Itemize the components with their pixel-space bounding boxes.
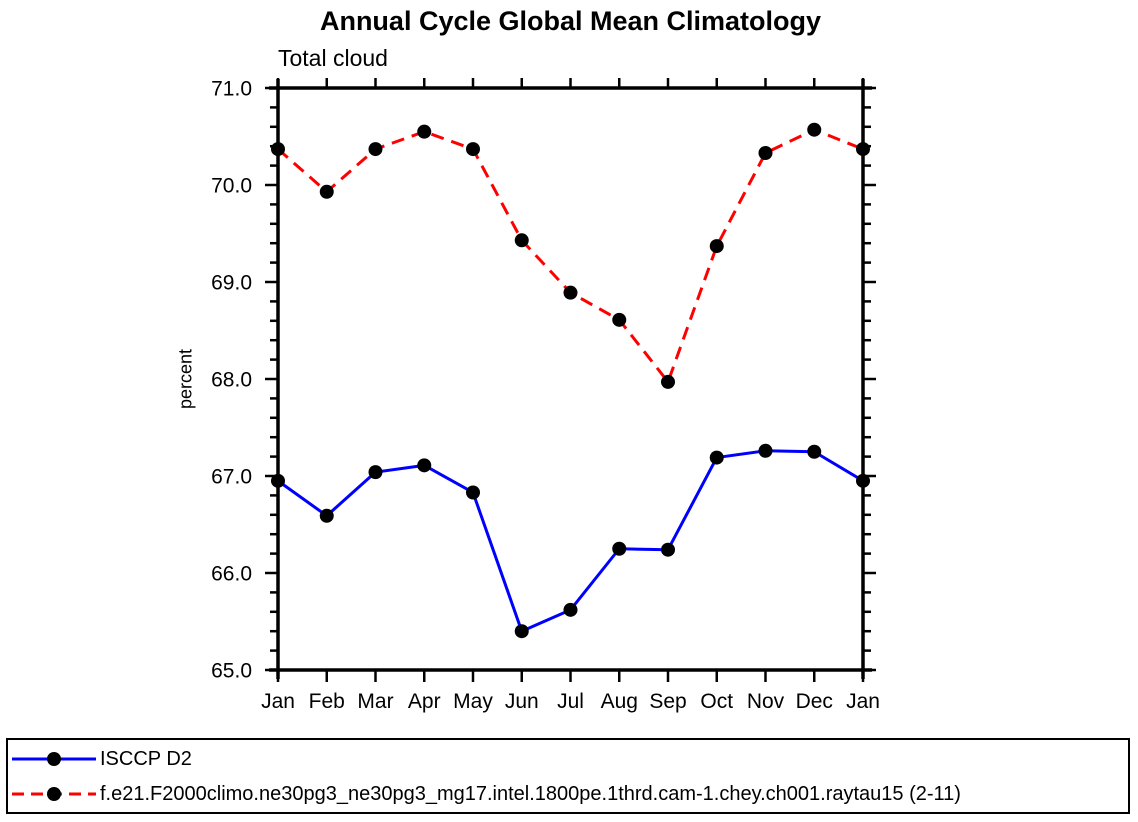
data-point-0-Sep bbox=[661, 542, 675, 557]
legend-line-sample-1 bbox=[12, 786, 96, 801]
data-point-0-Feb bbox=[319, 508, 334, 523]
data-point-0-Aug bbox=[612, 541, 627, 556]
data-point-1-Jan bbox=[271, 142, 285, 157]
data-point-0-Dec bbox=[807, 444, 822, 459]
x-tick-label: Nov bbox=[747, 690, 785, 713]
x-tick-label: Mar bbox=[357, 690, 393, 713]
legend-line-sample-0 bbox=[12, 751, 96, 766]
legend-entry-model: f.e21.F2000climo.ne30pg3_ne30pg3_mg17.in… bbox=[8, 777, 1128, 810]
data-point-0-Jan bbox=[271, 473, 285, 488]
data-point-0-Apr bbox=[417, 458, 432, 473]
x-tick-label: Feb bbox=[309, 690, 345, 713]
legend-marker-icon bbox=[47, 786, 61, 801]
data-point-1-Jan bbox=[856, 142, 870, 157]
y-tick-label: 67.0 bbox=[211, 466, 252, 489]
data-point-0-Jul bbox=[563, 602, 578, 617]
y-tick-label: 71.0 bbox=[211, 78, 252, 101]
x-tick-label: Jul bbox=[557, 690, 584, 713]
y-tick-label: 70.0 bbox=[211, 175, 252, 198]
x-tick-label: Jun bbox=[505, 690, 539, 713]
legend-entry-isccp: ISCCP D2 bbox=[8, 742, 1128, 775]
data-point-1-Jun bbox=[514, 233, 529, 248]
data-point-0-Jun bbox=[514, 624, 529, 639]
y-tick-label: 68.0 bbox=[211, 369, 252, 392]
x-tick-label: Oct bbox=[700, 690, 733, 713]
legend: ISCCP D2 f.e21.F2000climo.ne30pg3_ne30pg… bbox=[6, 738, 1130, 814]
data-point-0-Oct bbox=[709, 450, 724, 465]
y-tick-label: 66.0 bbox=[211, 563, 252, 586]
x-tick-label: Aug bbox=[601, 690, 638, 713]
data-point-1-Apr bbox=[417, 124, 432, 139]
data-point-0-May bbox=[466, 485, 480, 500]
data-point-1-Aug bbox=[612, 312, 627, 327]
y-tick-label: 65.0 bbox=[211, 660, 252, 683]
data-point-1-Sep bbox=[661, 374, 675, 389]
data-point-1-Nov bbox=[758, 145, 773, 160]
chart-title: Annual Cycle Global Mean Climatology bbox=[319, 6, 822, 36]
x-tick-label: Apr bbox=[408, 690, 441, 713]
y-tick-label: 69.0 bbox=[211, 272, 252, 295]
legend-marker-icon bbox=[47, 751, 61, 766]
x-tick-label: Sep bbox=[649, 690, 686, 713]
data-point-0-Mar bbox=[368, 465, 383, 480]
chart-subtitle: Total cloud bbox=[278, 45, 388, 71]
data-point-1-Mar bbox=[368, 142, 383, 157]
legend-label-model: f.e21.F2000climo.ne30pg3_ne30pg3_mg17.in… bbox=[100, 782, 961, 805]
data-point-0-Nov bbox=[758, 443, 773, 458]
x-tick-label: May bbox=[453, 690, 493, 713]
data-point-0-Jan bbox=[856, 473, 870, 488]
legend-label-isccp: ISCCP D2 bbox=[100, 747, 192, 770]
data-point-1-Dec bbox=[807, 122, 822, 137]
data-point-1-May bbox=[466, 142, 480, 157]
x-tick-label: Dec bbox=[796, 690, 833, 713]
data-point-1-Feb bbox=[319, 184, 334, 199]
x-tick-label: Jan bbox=[846, 690, 880, 713]
data-point-1-Jul bbox=[563, 285, 578, 300]
series-line-1 bbox=[277, 128, 864, 384]
data-point-1-Oct bbox=[709, 239, 724, 254]
x-tick-label: Jan bbox=[261, 690, 295, 713]
